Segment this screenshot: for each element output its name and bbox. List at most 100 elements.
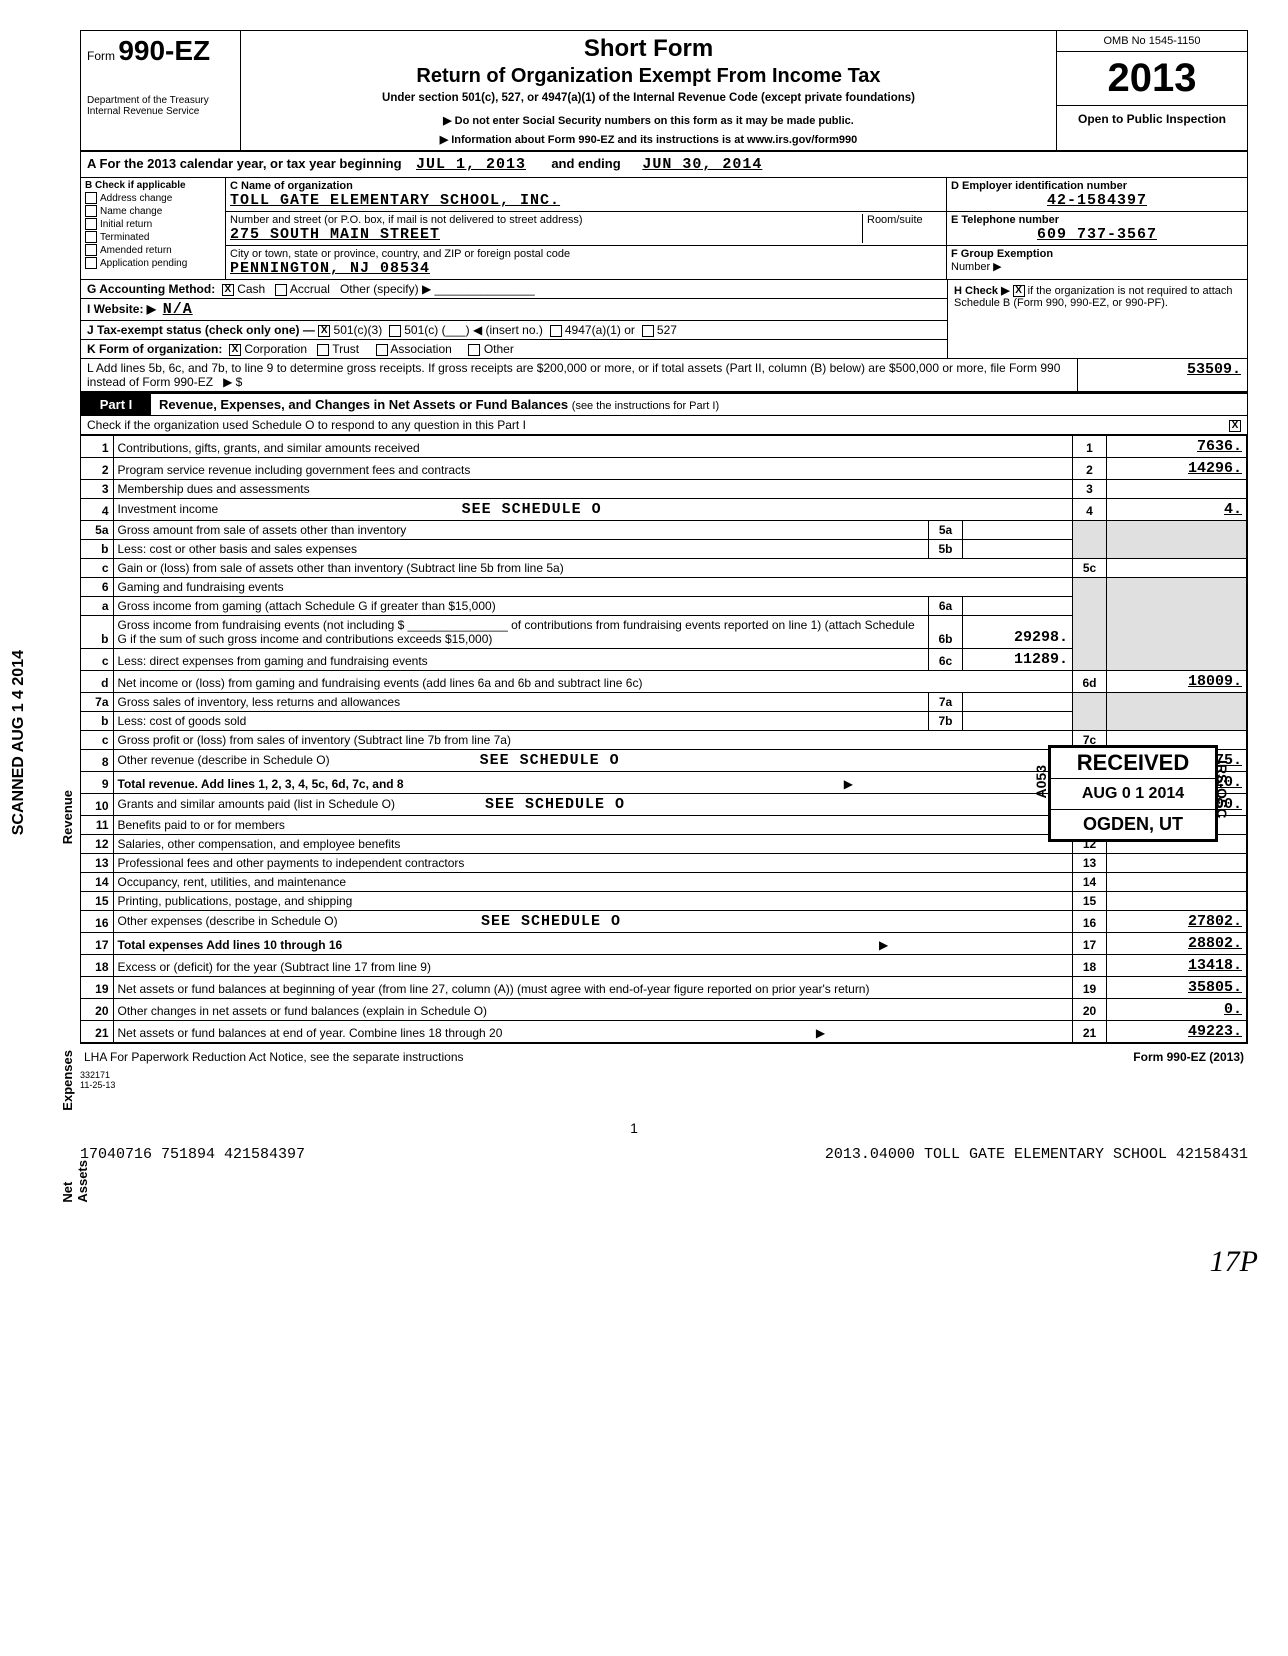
val-6a	[963, 597, 1073, 616]
line-i: I Website: ▶ N/A	[81, 299, 947, 321]
i-website: N/A	[163, 301, 193, 318]
form-container: Form 990-EZ Department of the Treasury I…	[80, 30, 1248, 1044]
chk-501c[interactable]	[389, 325, 401, 337]
desc-7b: Less: cost of goods sold	[113, 712, 929, 731]
val-7a	[963, 693, 1073, 712]
desc-9: Total revenue. Add lines 1, 2, 3, 4, 5c,…	[113, 772, 1073, 794]
form-number: Form 990-EZ	[87, 35, 234, 67]
note-8: SEE SCHEDULE O	[480, 752, 620, 769]
part-i-title: Revenue, Expenses, and Changes in Net As…	[159, 397, 568, 412]
desc-21-text: Net assets or fund balances at end of ye…	[118, 1026, 503, 1040]
l-arrow: ▶ $	[223, 375, 242, 389]
stamp-date: AUG 0 1 2014	[1051, 778, 1215, 810]
chk-initial-return[interactable]	[85, 218, 97, 230]
val-7b	[963, 712, 1073, 731]
row-3: 3Membership dues and assessments3	[81, 480, 1247, 499]
desc-4-text: Investment income	[118, 502, 219, 516]
chk-other-org[interactable]	[468, 344, 480, 356]
h-label: H Check ▶	[954, 285, 1010, 297]
row-19: 19Net assets or fund balances at beginni…	[81, 977, 1247, 999]
chk-terminated[interactable]	[85, 231, 97, 243]
bottom-left: 17040716 751894 421584397	[80, 1146, 305, 1163]
c-street: 275 SOUTH MAIN STREET	[230, 226, 862, 243]
page-number: 1	[20, 1120, 1248, 1136]
row-5c: cGain or (loss) from sale of assets othe…	[81, 559, 1247, 578]
desc-8-text: Other revenue (describe in Schedule O)	[118, 753, 330, 767]
chk-name-change[interactable]	[85, 205, 97, 217]
c-street-label: Number and street (or P.O. box, if mail …	[230, 214, 862, 226]
chk-amended[interactable]	[85, 244, 97, 256]
i-label: I Website: ▶	[87, 302, 156, 316]
form-ref: Form 990-EZ (2013)	[1133, 1050, 1244, 1064]
col-b-checkboxes: B Check if applicable Address change Nam…	[81, 178, 226, 279]
row-2: 2Program service revenue including gover…	[81, 458, 1247, 480]
desc-21: Net assets or fund balances at end of ye…	[113, 1021, 1073, 1043]
ssn-warning: ▶ Do not enter Social Security numbers o…	[249, 114, 1048, 127]
chk-501c3[interactable]: X	[318, 325, 330, 337]
stamp-side-left: A053	[1033, 765, 1049, 798]
footer-code: 332171 11-25-13	[80, 1070, 1248, 1090]
row-6c: cLess: direct expenses from gaming and f…	[81, 649, 1247, 671]
desc-6: Gaming and fundraising events	[113, 578, 1073, 597]
row-13: 13Professional fees and other payments t…	[81, 854, 1247, 873]
f-label2: Number ▶	[951, 260, 1243, 273]
row-7b: bLess: cost of goods sold7b	[81, 712, 1247, 731]
row-6d: dNet income or (loss) from gaming and fu…	[81, 671, 1247, 693]
info-link: ▶ Information about Form 990-EZ and its …	[249, 133, 1048, 146]
omb-number: OMB No 1545-1150	[1057, 31, 1247, 52]
chk-trust[interactable]	[317, 344, 329, 356]
chk-corp[interactable]: X	[229, 344, 241, 356]
lha-notice: LHA For Paperwork Reduction Act Notice, …	[84, 1050, 464, 1064]
col-h: H Check ▶ X if the organization is not r…	[947, 280, 1247, 358]
desc-6b: Gross income from fundraising events (no…	[113, 616, 929, 649]
c-room-label: Room/suite	[862, 214, 942, 243]
arrow-21: ▶	[816, 1026, 825, 1040]
side-stamp-scanned: SCANNED AUG 1 4 2014	[10, 650, 28, 835]
chk-address-change[interactable]	[85, 192, 97, 204]
lbl-accrual: Accrual	[290, 282, 330, 296]
val-5c	[1107, 559, 1247, 578]
lbl-corp: Corporation	[244, 342, 307, 356]
dept-irs: Internal Revenue Service	[87, 106, 234, 117]
b-label: B Check if applicable	[85, 180, 221, 191]
chk-4947[interactable]	[550, 325, 562, 337]
val-17: 28802.	[1107, 933, 1247, 955]
lbl-4947: 4947(a)(1) or	[565, 323, 635, 337]
chk-527[interactable]	[642, 325, 654, 337]
chk-accrual[interactable]	[275, 284, 287, 296]
row-4: 4Investment income SEE SCHEDULE O44.	[81, 499, 1247, 521]
row-5a: 5aGross amount from sale of assets other…	[81, 521, 1247, 540]
chk-assoc[interactable]	[376, 344, 388, 356]
desc-2: Program service revenue including govern…	[113, 458, 1073, 480]
desc-5a: Gross amount from sale of assets other t…	[113, 521, 929, 540]
row-17: 17Total expenses Add lines 10 through 16	[81, 933, 1247, 955]
lbl-501c3: 501(c)(3)	[334, 323, 383, 337]
col-def: D Employer identification number 42-1584…	[947, 178, 1247, 279]
chk-schedule-b[interactable]: X	[1013, 285, 1025, 297]
cat-netassets: Net Assets	[60, 1160, 90, 1203]
lbl-other-method: Other (specify) ▶	[340, 282, 431, 296]
desc-17: Total expenses Add lines 10 through 16	[113, 933, 1073, 955]
desc-11: Benefits paid to or for members	[113, 816, 1073, 835]
line-l: L Add lines 5b, 6c, and 7b, to line 9 to…	[81, 359, 1247, 392]
desc-17-text: Total expenses Add lines 10 through 16	[118, 938, 343, 952]
desc-5b: Less: cost or other basis and sales expe…	[113, 540, 929, 559]
financial-table: 1Contributions, gifts, grants, and simil…	[81, 435, 1247, 1043]
chk-schedule-o[interactable]: X	[1229, 420, 1241, 432]
dept-treasury: Department of the Treasury	[87, 95, 234, 106]
col-c-org: C Name of organization TOLL GATE ELEMENT…	[226, 178, 947, 279]
title-short-form: Short Form	[249, 35, 1048, 63]
chk-cash[interactable]: X	[222, 284, 234, 296]
title-return: Return of Organization Exempt From Incom…	[249, 65, 1048, 88]
chk-app-pending[interactable]	[85, 257, 97, 269]
check-o-text: Check if the organization used Schedule …	[87, 418, 1229, 432]
lbl-app-pending: Application pending	[100, 258, 187, 269]
val-18: 13418.	[1107, 955, 1247, 977]
row-21: 21Net assets or fund balances at end of …	[81, 1021, 1247, 1043]
arrow-9: ▶	[844, 777, 853, 791]
part-i-check-o: Check if the organization used Schedule …	[81, 416, 1247, 435]
val-20: 0.	[1107, 999, 1247, 1021]
val-21: 49223.	[1107, 1021, 1247, 1043]
desc-9-text: Total revenue. Add lines 1, 2, 3, 4, 5c,…	[118, 777, 404, 791]
desc-7a: Gross sales of inventory, less returns a…	[113, 693, 929, 712]
